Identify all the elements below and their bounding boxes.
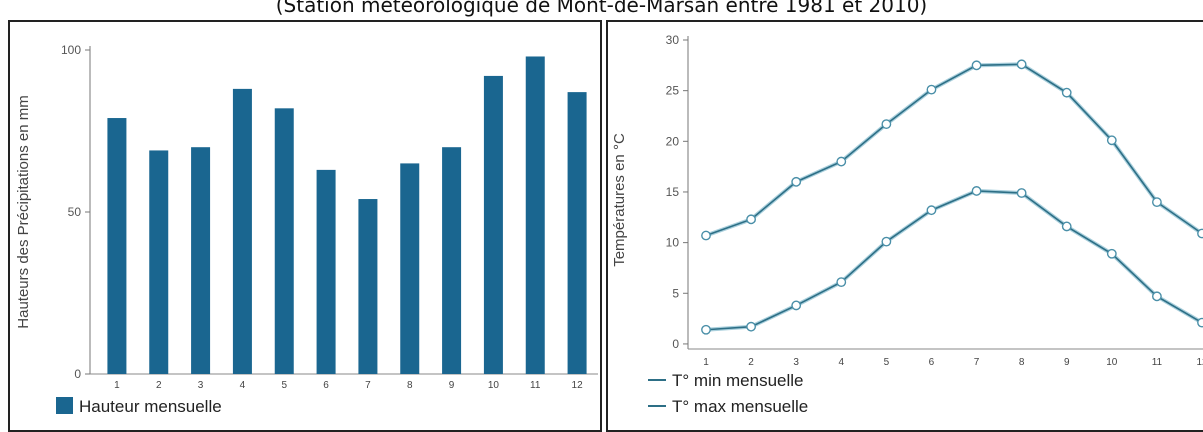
data-point (1152, 197, 1162, 207)
x-tick-label: 7 (365, 380, 371, 391)
data-point (971, 186, 982, 196)
x-tick-label: 5 (884, 357, 890, 368)
bar (525, 56, 545, 374)
data-point (1106, 135, 1117, 146)
y-tick-label: 100 (61, 43, 81, 57)
data-point (1197, 317, 1203, 328)
x-tick-label: 4 (240, 380, 246, 391)
bar (232, 88, 252, 374)
data-point (836, 277, 847, 288)
data-point (701, 230, 711, 241)
legend-swatch (56, 397, 73, 414)
y-tick-label: 30 (666, 33, 680, 47)
y-tick-label: 25 (666, 84, 680, 98)
data-point (881, 236, 892, 247)
data-point (701, 324, 711, 335)
data-point (746, 321, 756, 332)
bar (483, 75, 503, 375)
x-tick-label: 12 (572, 380, 584, 391)
x-tick-label: 10 (488, 380, 500, 391)
y-tick-label: 20 (666, 134, 680, 148)
data-point (1016, 59, 1027, 70)
temperature-legend-min: T° min mensuelle (648, 371, 804, 391)
data-point (926, 84, 937, 95)
x-tick-label: 6 (929, 357, 935, 368)
data-point (971, 60, 982, 71)
precipitation-legend: Hauteur mensuelle (56, 397, 222, 417)
precipitation-chart-panel: 0 50 100 1 2 3 4 5 6 7 8 9 10 11 12 Hauteurs des Précip… (8, 20, 602, 432)
data-point (1106, 248, 1117, 259)
data-point (881, 119, 892, 129)
chart-caption: (Station météorologique de Mont-de-Marsa… (275, 0, 928, 17)
bar (567, 92, 587, 375)
legend-label-precipitation: Hauteur mensuelle (79, 397, 222, 416)
x-tick-label: 1 (703, 357, 709, 368)
series-line (705, 190, 1203, 331)
bar (400, 163, 420, 374)
y-tick-label: 15 (666, 185, 680, 199)
temperature-legend-max: T° max mensuelle (648, 397, 808, 417)
data-point (926, 205, 937, 216)
data-point (1061, 87, 1072, 98)
bar (442, 147, 462, 374)
x-tick-label: 8 (407, 380, 413, 391)
data-point (1061, 221, 1072, 232)
x-tick-label: 9 (449, 380, 455, 391)
x-tick-label: 2 (748, 357, 754, 368)
y-tick-label: 10 (666, 236, 680, 250)
y-tick-label: 0 (672, 337, 679, 351)
x-tick-label: 3 (793, 357, 799, 368)
data-point (791, 300, 802, 311)
x-tick-label: 10 (1106, 357, 1118, 368)
temperature-line-chart: 051015202530123456789101112Températures … (611, 33, 1203, 368)
x-tick-label: 7 (974, 357, 980, 368)
data-point (1152, 291, 1162, 302)
x-tick-label: 2 (156, 380, 162, 391)
legend-label-tmax: T° max mensuelle (672, 397, 809, 416)
data-point (1016, 188, 1027, 198)
y-tick-label: 0 (74, 367, 81, 381)
legend-line-max (648, 405, 666, 407)
x-tick-label: 5 (281, 380, 287, 391)
x-tick-label: 3 (198, 380, 204, 391)
bar (316, 169, 336, 374)
y-axis-title: Hauteurs des Précipitations en mm (15, 95, 32, 328)
x-tick-label: 4 (838, 357, 844, 368)
y-axis-title: Températures en °C (611, 133, 628, 267)
temperature-chart-panel: 051015202530123456789101112Températures … (606, 20, 1203, 432)
series-line (705, 63, 1203, 237)
y-tick-label: 5 (672, 286, 679, 300)
bar (149, 150, 169, 374)
x-tick-label: 12 (1196, 357, 1203, 368)
x-tick-label: 11 (1152, 357, 1163, 368)
y-tick-label: 50 (68, 205, 82, 219)
bar (191, 147, 211, 374)
bar (274, 108, 294, 374)
legend-label-tmin: T° min mensuelle (672, 371, 804, 390)
x-tick-label: 6 (323, 380, 329, 391)
x-tick-label: 11 (530, 380, 541, 391)
data-point (746, 214, 756, 225)
bar (358, 199, 378, 374)
series-line-halo (705, 188, 1203, 332)
legend-line-min (648, 379, 666, 381)
data-point (791, 176, 802, 187)
series-line-halo (705, 62, 1203, 238)
data-point (1197, 228, 1203, 239)
bar (107, 118, 127, 374)
x-tick-label: 9 (1064, 357, 1070, 368)
x-tick-label: 8 (1019, 357, 1025, 368)
x-tick-label: 1 (114, 380, 120, 391)
data-point (836, 156, 847, 167)
